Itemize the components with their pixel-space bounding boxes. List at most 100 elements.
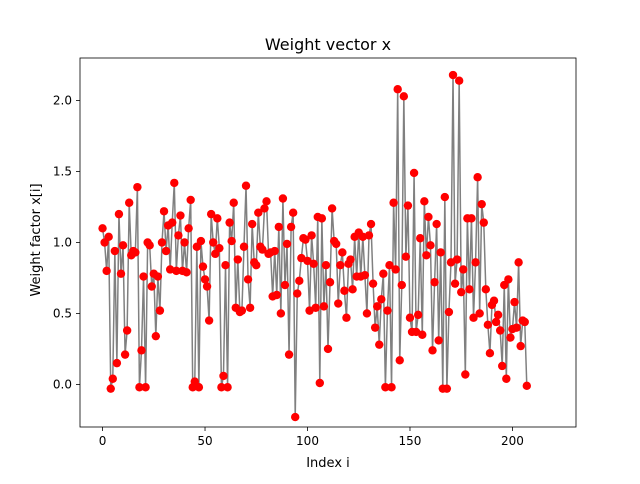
data-point [104, 232, 113, 242]
data-point [286, 222, 296, 232]
data-point [502, 374, 511, 383]
data-point [483, 320, 493, 330]
data-point [479, 218, 488, 227]
data-point [334, 299, 343, 308]
data-point [459, 265, 468, 274]
x-tick-label: 150 [399, 434, 422, 448]
data-point [432, 219, 441, 229]
data-point [340, 286, 349, 295]
data-point [348, 285, 357, 294]
data-point [495, 326, 505, 335]
data-point [467, 214, 476, 223]
data-point [124, 198, 134, 207]
data-point [426, 241, 435, 250]
data-point [237, 306, 247, 315]
data-point [204, 316, 214, 325]
data-point [409, 168, 419, 178]
data-point [161, 246, 171, 256]
data-point [155, 306, 165, 315]
data-point [241, 181, 251, 190]
data-point [440, 192, 450, 202]
y-tick-label: 0.5 [53, 306, 72, 320]
data-point [510, 297, 519, 307]
data-point [321, 261, 331, 270]
data-point [137, 346, 146, 355]
y-axis-label: Weight factor x[i] [29, 183, 44, 296]
data-point [274, 222, 284, 232]
data-point [280, 280, 290, 290]
data-point [454, 76, 464, 85]
data-point [229, 198, 238, 207]
data-point [270, 246, 279, 256]
data-point [258, 245, 267, 254]
data-point [338, 248, 347, 257]
data-point [413, 310, 423, 320]
data-point [475, 309, 484, 318]
data-point [198, 262, 208, 271]
data-point [260, 204, 269, 213]
data-point [504, 275, 513, 284]
data-point [381, 383, 390, 392]
data-point [262, 197, 271, 206]
x-axis-label: Index i [306, 456, 350, 471]
data-point [481, 285, 491, 294]
data-point [182, 268, 191, 277]
data-point [120, 350, 130, 359]
x-tick-label: 50 [197, 434, 212, 448]
data-point [215, 243, 224, 253]
x-tick-label: 100 [296, 434, 319, 448]
data-point [174, 231, 183, 240]
data-point [428, 346, 437, 355]
data-point [401, 252, 411, 261]
data-point [295, 276, 304, 286]
data-point [399, 92, 409, 101]
data-point [184, 224, 193, 233]
data-point [364, 231, 374, 240]
data-point [278, 194, 288, 203]
data-point [395, 356, 404, 365]
x-axis: 0 50 100 150 200 [99, 427, 524, 448]
data-point [436, 248, 445, 257]
data-point [131, 248, 140, 257]
data-point [372, 302, 382, 311]
data-point [219, 371, 228, 381]
data-point [106, 384, 115, 393]
data-point [362, 309, 372, 318]
data-point [147, 282, 156, 291]
data-point [247, 219, 257, 229]
x-tick-label: 200 [501, 434, 524, 448]
data-point [153, 272, 163, 281]
data-point [448, 70, 458, 80]
data-point [116, 269, 126, 278]
data-point [469, 313, 478, 322]
data-point [245, 303, 255, 312]
data-point [327, 204, 337, 213]
data-point [422, 251, 431, 260]
data-point [385, 261, 394, 270]
data-point [516, 341, 525, 351]
data-point [389, 198, 398, 207]
data-point [145, 241, 154, 250]
data-point [391, 265, 400, 274]
data-point [288, 208, 298, 217]
data-point [383, 306, 392, 315]
data-point [311, 303, 320, 312]
data-point [141, 383, 150, 392]
data-point [170, 178, 179, 188]
data-point [403, 201, 413, 210]
y-axis: 0.0 0.5 1.0 1.5 2.0 [53, 94, 80, 391]
data-point [122, 326, 132, 335]
data-point [405, 313, 415, 322]
data-point [110, 246, 120, 256]
y-tick-label: 1.5 [53, 165, 72, 179]
data-point [366, 219, 376, 229]
data-point [434, 336, 443, 345]
data-point [336, 261, 345, 270]
data-point [491, 317, 501, 327]
data-point [227, 236, 236, 246]
data-point [368, 279, 378, 288]
data-point [424, 212, 433, 222]
data-point [444, 307, 454, 317]
data-point [360, 270, 370, 280]
data-point [194, 383, 204, 392]
